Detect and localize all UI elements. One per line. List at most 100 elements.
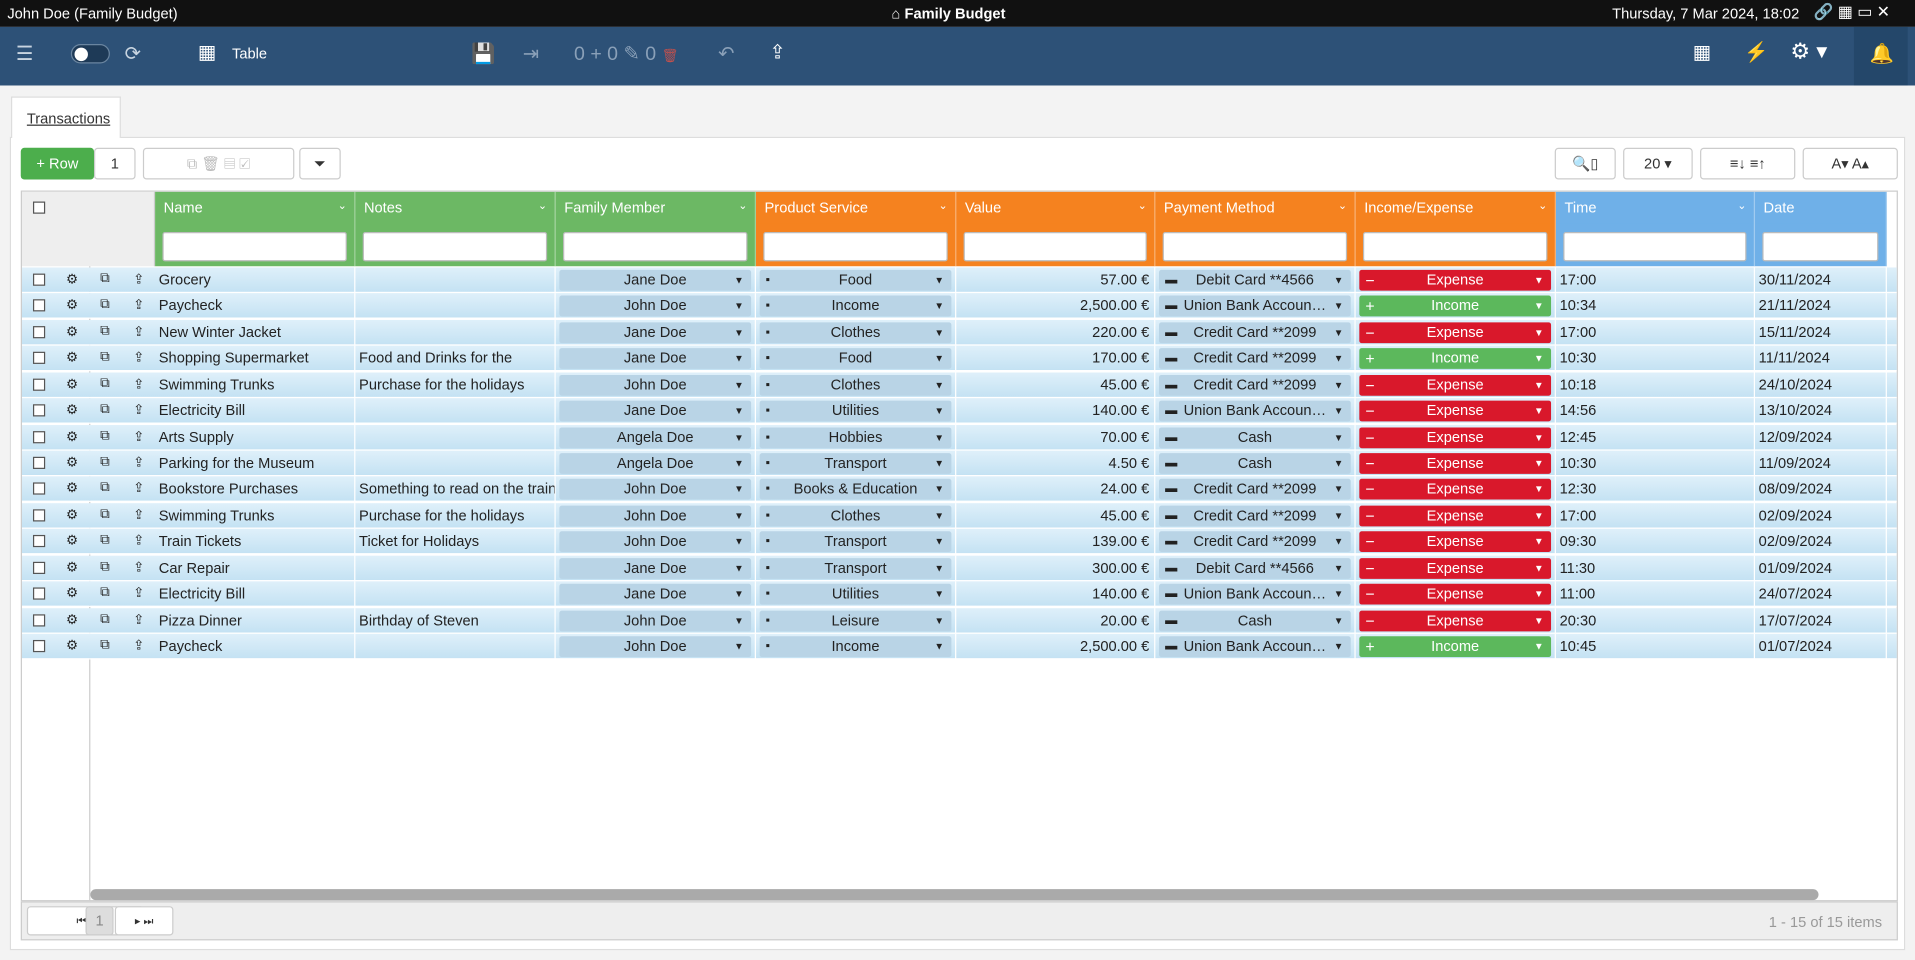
settings-button[interactable]: ⚙ ▾ [1790,39,1828,64]
type-dropdown[interactable]: Expense − ▼ [1359,453,1552,474]
row-checkbox[interactable] [32,535,46,548]
row-action[interactable]: ⚙ [65,507,79,523]
tab[interactable]: Transactions [10,96,121,139]
row-action[interactable]: ⧉ [100,271,110,286]
page-size[interactable]: 20 ▾ [1623,147,1693,180]
dropdown[interactable]: Angela Doe ▼ [559,453,752,474]
row-action[interactable]: ⚙ [65,612,79,628]
select-all[interactable] [32,201,46,214]
column-header[interactable]: Income/Expense ⌄ [1355,191,1556,224]
row-action[interactable]: ⇪ [133,377,145,392]
dropdown[interactable]: Jane Doe ▼ [559,322,752,344]
filter-input[interactable] [362,232,548,262]
type-dropdown[interactable]: Expense − ▼ [1359,322,1552,344]
row-action[interactable]: ⧉ [100,611,110,627]
dropdown[interactable]: Credit Card **2099 ▬ ▼ [1159,479,1351,501]
column-header[interactable]: Time ⌄ [1555,191,1756,224]
toggle[interactable] [70,43,110,64]
add-row-button[interactable]: + Row [20,147,95,180]
row-action[interactable]: ⇪ [133,560,145,575]
row-action[interactable]: ⇪ [133,612,145,628]
dropdown[interactable]: Jane Doe ▼ [559,348,752,370]
row-checkbox[interactable] [32,430,46,443]
menu-button[interactable]: ☰ [15,43,34,65]
dropdown[interactable]: Jane Doe ▼ [559,583,752,605]
type-dropdown[interactable]: Expense − ▼ [1359,400,1552,422]
undo-button[interactable]: ↶ [718,43,735,65]
dropdown[interactable]: Jane Doe ▼ [559,400,752,422]
row-checkbox[interactable] [32,352,46,365]
dropdown[interactable]: Jane Doe ▼ [559,269,752,291]
row-action[interactable]: ⇪ [133,534,145,549]
dropdown[interactable]: Food ▪ ▼ [759,348,952,370]
dropdown[interactable]: John Doe ▼ [559,296,752,317]
dropdown[interactable]: John Doe ▼ [559,505,752,527]
dropdown[interactable]: Clothes ▪ ▼ [759,322,952,344]
row-checkbox[interactable] [32,273,46,286]
dropdown[interactable]: Credit Card **2099 ▬ ▼ [1159,505,1351,527]
row-checkbox[interactable] [32,456,46,469]
dropdown[interactable]: John Doe ▼ [559,374,752,396]
column-header[interactable]: Product Service ⌄ [755,191,957,224]
row-action[interactable]: ⚙ [65,403,79,418]
dropdown[interactable]: Hobbies ▪ ▼ [759,426,952,448]
filter-input[interactable] [1563,232,1747,262]
row-action[interactable]: ⇪ [133,481,145,497]
type-dropdown[interactable]: Expense − ▼ [1359,426,1552,448]
row-checkbox[interactable] [32,639,46,653]
filter-input[interactable] [1362,232,1548,262]
type-dropdown[interactable]: Expense − ▼ [1359,583,1552,605]
dropdown[interactable]: Debit Card **4566 ▬ ▼ [1159,557,1351,579]
type-dropdown[interactable]: Income + ▼ [1359,296,1552,317]
row-action[interactable]: ⧉ [100,401,110,417]
row-checkbox[interactable] [32,613,46,627]
dropdown[interactable]: Jane Doe ▼ [559,557,752,579]
row-action[interactable]: ⚙ [65,324,79,340]
column-menu[interactable]: ⌄ [1538,199,1548,212]
dropdown[interactable]: Cash ▬ ▼ [1159,453,1351,474]
save-button[interactable]: 💾 [471,43,496,65]
row-action[interactable]: ⚙ [65,638,79,654]
window-icons[interactable]: 🔗 ▦ ▭ ✕ [1813,2,1890,21]
column-header[interactable]: Name ⌄ [155,191,356,224]
row-checkbox[interactable] [32,404,46,417]
row-action[interactable]: ⧉ [100,637,110,653]
type-dropdown[interactable]: Expense − ▼ [1359,610,1552,631]
column-menu[interactable]: ⌄ [1337,199,1348,212]
dropdown[interactable]: Clothes ▪ ▼ [759,374,952,396]
row-action[interactable]: ⇪ [133,403,145,418]
row-action[interactable]: ⧉ [100,323,110,339]
action-button[interactable]: ⚡ [1744,42,1769,64]
column-menu[interactable]: ⌄ [337,199,347,212]
row-checkbox[interactable] [32,482,46,496]
upload-button[interactable]: ⇪ [769,42,786,64]
row-action[interactable]: ⇪ [133,507,145,523]
row-action[interactable]: ⚙ [65,534,79,549]
sort-buttons[interactable]: ≡↓ ≡↑ [1700,147,1796,180]
dropdown[interactable]: John Doe ▼ [559,610,752,631]
dropdown[interactable]: Cash ▬ ▼ [1159,426,1351,448]
layout-button[interactable]: ▦ [1692,42,1712,64]
row-checkbox[interactable] [32,378,46,391]
row-checkbox[interactable] [32,561,46,574]
type-dropdown[interactable]: Expense − ▼ [1359,505,1552,527]
dropdown[interactable]: John Doe ▼ [559,636,752,658]
row-action[interactable]: ⚙ [65,377,79,392]
dropdown[interactable]: John Doe ▼ [559,479,752,501]
row-action[interactable]: ⧉ [100,428,110,443]
dropdown[interactable]: Union Bank Accoun… ▬ ▼ [1159,636,1351,658]
row-actions[interactable]: ⧉ 🗑 ▤ ☑ [142,147,295,180]
column-header[interactable]: Payment Method ⌄ [1155,191,1356,224]
dropdown[interactable]: Utilities ▪ ▼ [759,583,952,605]
row-checkbox[interactable] [32,587,46,600]
filter-input[interactable] [162,232,347,262]
row-action[interactable]: ⧉ [100,349,110,365]
row-checkbox[interactable] [32,509,46,522]
row-action[interactable]: ⇪ [133,298,145,314]
column-menu[interactable]: ⌄ [1737,199,1747,212]
type-dropdown[interactable]: Income + ▼ [1359,348,1552,370]
dropdown[interactable]: Transport ▪ ▼ [759,531,952,553]
current-page[interactable]: 1 [85,906,114,936]
row-action[interactable]: ⇪ [133,350,145,366]
dropdown[interactable]: Transport ▪ ▼ [759,453,952,474]
